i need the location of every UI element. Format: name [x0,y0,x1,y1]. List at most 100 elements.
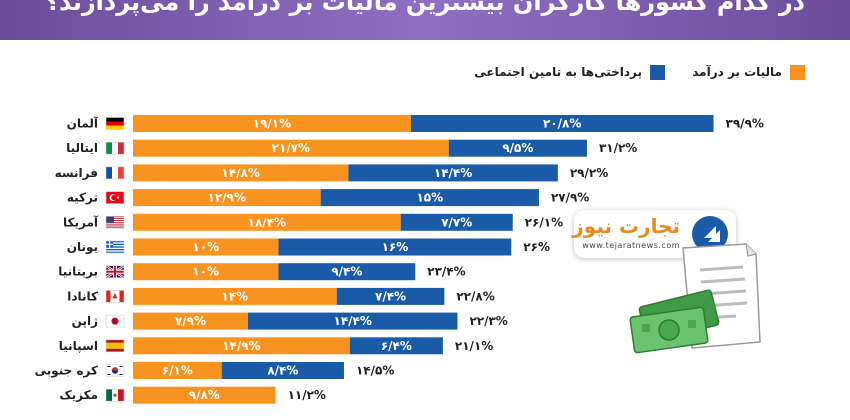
chart-title: در کدام کشورها کارگران بیشترین مالیات بر… [45,0,805,16]
country-label: اسپانیا [59,339,98,353]
bar-income-tax [133,337,350,355]
bar-label-social-security: ۱۴/۴% [434,166,472,180]
flag-border [105,117,125,130]
total-label: ۲۱/۱% [455,339,493,353]
bar-income-tax [133,189,321,207]
country-label: ایتالیا [66,141,98,155]
flag-part [106,249,124,251]
country-label: کره جنوبی [35,364,98,379]
flag-part [106,270,124,273]
flag-part [119,374,123,375]
bar-label-income-tax: ۹/۸% [189,388,220,402]
flag-icon-gr [105,240,125,254]
flag-part [118,389,124,402]
total-label: ۲۶/۱% [525,215,563,229]
bar-label-social-security: ۹/۵% [502,141,533,155]
country-label: آمریکا [63,214,99,229]
bar-label-social-security: ۶/۴% [381,339,412,353]
flag-border [105,388,125,402]
flag-icon-ca [105,290,125,303]
bar-label-social-security: ۱۴/۴% [334,314,372,328]
flag-part [111,367,119,371]
flag-border [105,364,125,377]
flag-part [106,246,124,248]
bar-label-social-security: ۷/۴% [375,289,406,303]
legend-item-income-tax: مالیات بر درآمد [692,61,805,83]
bar-social-security [410,115,714,132]
flag-part [106,348,124,352]
flag-icon-de [105,117,125,130]
title-banner: در کدام کشورها کارگران بیشترین مالیات بر… [0,0,850,40]
flag-icon-kr [105,364,125,377]
total-label: ۲۶% [523,240,550,254]
total-label: ۱۴/۵% [356,364,394,378]
bar-social-security [336,287,445,305]
bar-social-security [320,189,539,207]
flag-part [106,227,124,229]
legend-swatch-social-security [650,64,665,80]
bar-social-security [278,263,416,281]
bar-label-income-tax: ۱۰% [192,240,219,254]
total-label: ۲۹/۲% [570,166,608,180]
bar-social-security [348,164,558,182]
legend: مالیات بر درآمد پرداختی‌ها به تامین اجتم… [0,61,850,85]
bar-income-tax [133,164,349,182]
bar-label-social-security: ۸/۴% [267,364,298,378]
flag-part [118,142,124,155]
country-label: بریتانیا [58,265,98,279]
total-label: ۲۲/۸% [456,289,494,303]
flag-part [118,166,124,179]
country-label: ترکیه [67,191,98,205]
flag-part [107,366,111,367]
flag-part [106,342,124,349]
flag-border [105,216,125,229]
total-label: ۲۳/۴% [427,265,465,279]
bar-label-social-security: ۱۵% [416,191,443,205]
flag-part [106,221,124,223]
flag-part [106,218,124,220]
bar-income-tax [133,139,449,157]
flag-part [111,317,119,325]
flag-part [113,393,117,397]
bar-label-social-security: ۷/۷% [441,215,472,229]
flag-border [105,141,125,155]
bar-income-tax [133,238,279,256]
bar-label-income-tax: ۱۸/۴% [248,215,286,229]
logo-url: www.tejaratnews.com [582,241,680,250]
legend-item-social-security: پرداختی‌ها به تامین اجتماعی [474,61,665,83]
flag-border [105,265,125,279]
bar-label-income-tax: ۱۰% [192,265,219,279]
flag-part [106,117,124,122]
flag-part [119,290,124,303]
flag-icon-tr [105,191,125,204]
bar-social-security [221,362,344,379]
flag-part [106,389,112,402]
country-label: فرانسه [55,166,98,180]
flag-part [112,142,118,155]
bar-label-income-tax: ۱۴/۸% [221,166,259,180]
flag-icon-fr [105,166,125,180]
bar-label-income-tax: ۱۹/۱% [253,117,291,131]
flag-part [116,196,120,199]
flag-part [106,216,124,218]
total-label: ۲۷/۹% [551,191,589,205]
flag-border [105,166,125,180]
bar-label-income-tax: ۷/۹% [175,314,206,328]
country-label: کانادا [67,289,98,303]
bar-income-tax [133,312,248,330]
bar-label-social-security: ۱۶% [382,240,409,254]
bar-social-security [400,213,513,231]
flag-border [105,314,125,328]
legend-label-social-security: پرداختی‌ها به تامین اجتماعی [474,65,642,79]
bar-income-tax [133,263,279,281]
flag-part [111,194,117,201]
banknotes-icon [629,289,720,354]
flag-part [106,290,111,303]
flag-part [112,292,118,299]
total-label: ۳۹/۹% [726,117,764,131]
flag-icon-it [105,141,125,155]
flag-part [106,125,124,130]
flag-part [106,142,112,155]
legend-swatch-income-tax [790,64,805,80]
